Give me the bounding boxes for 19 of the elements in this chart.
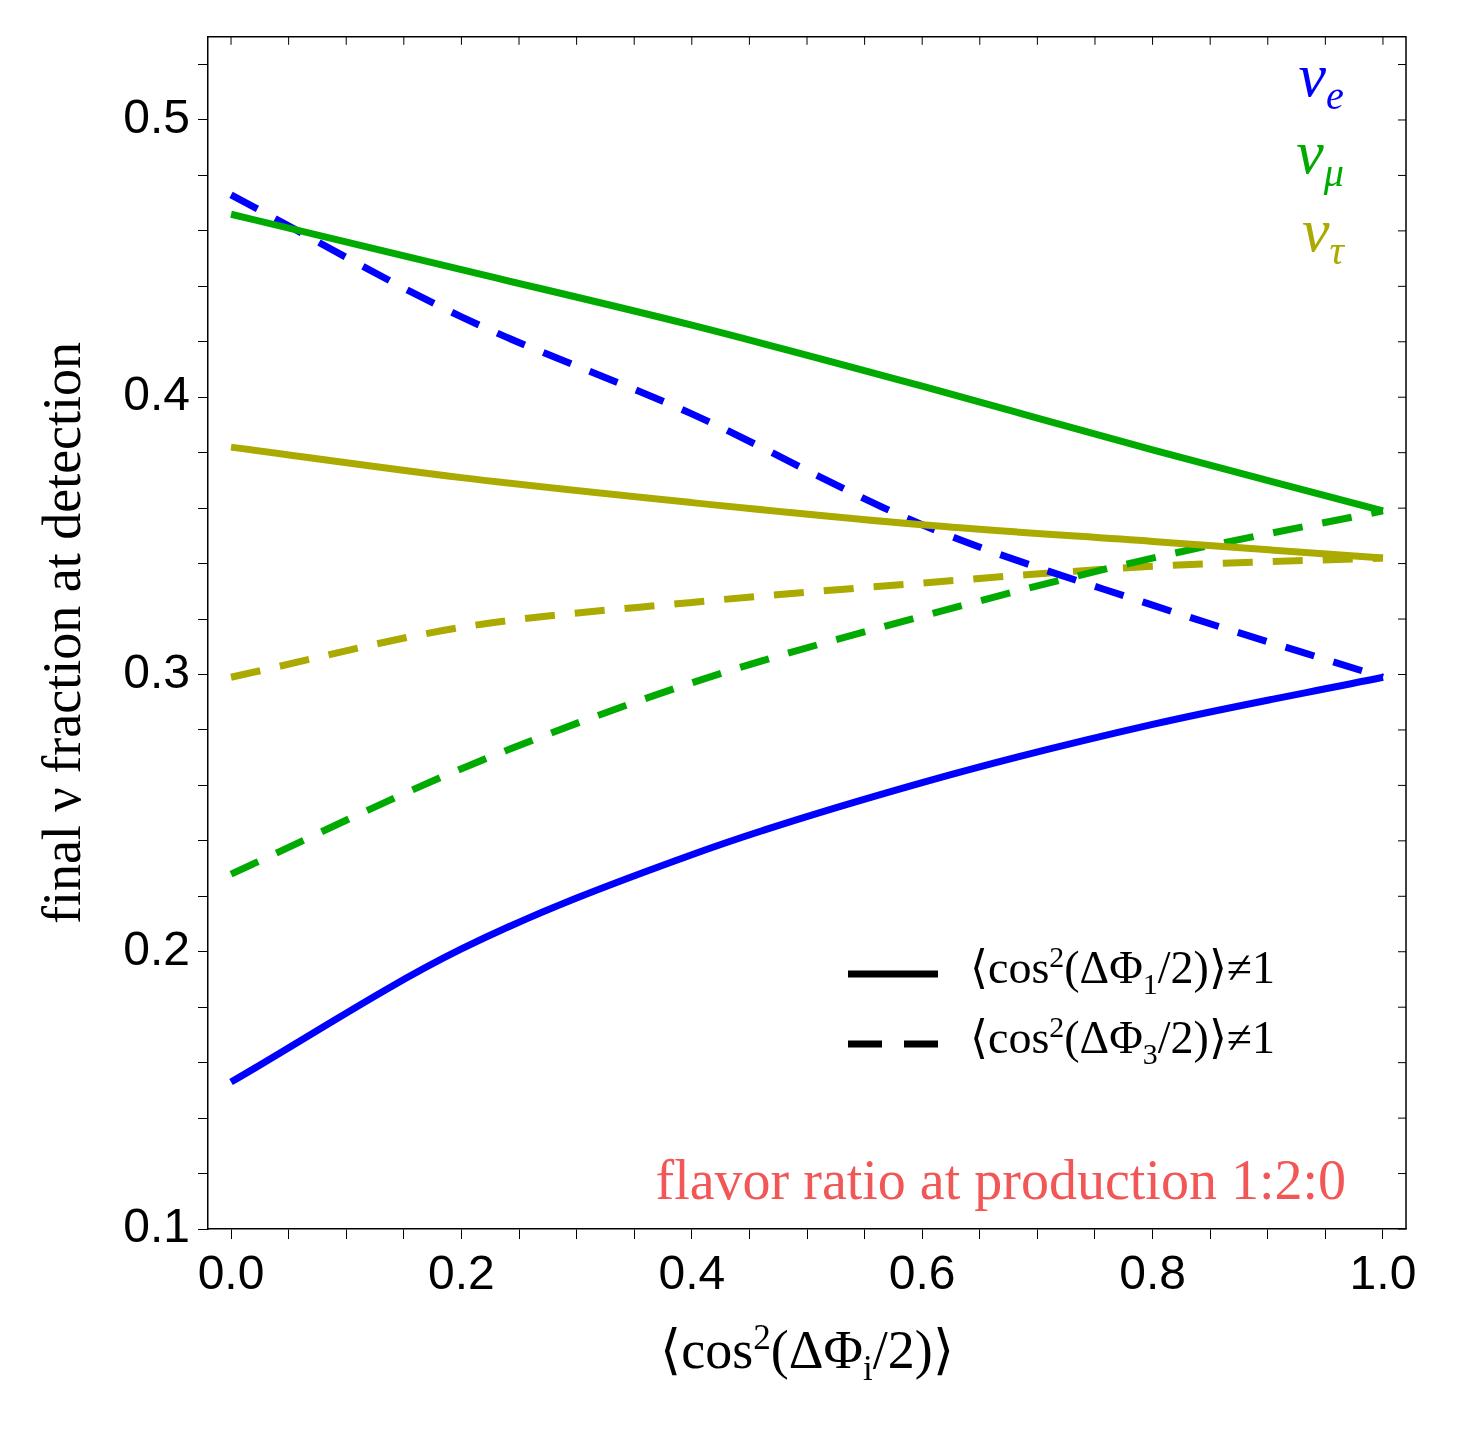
y-axis-title: final ν fraction at detection xyxy=(31,341,93,924)
x-tick-label: 0.4 xyxy=(658,1246,726,1300)
annotation: ⟨cos$^{2}$(ΔΦ$_{3}$/2)⟩≠1 xyxy=(970,1010,1276,1071)
x-tick-label: 0.0 xyxy=(197,1246,265,1300)
x-tick-label: 0.2 xyxy=(428,1246,495,1300)
annotation: flavor ratio at production 1:2:0 xyxy=(655,1148,1346,1212)
y-tick-label: 0.5 xyxy=(123,90,190,144)
annotation: ⟨cos$^{2}$(ΔΦ$_{1}$/2)⟩≠1 xyxy=(970,940,1276,1001)
text: ν$_{μ}$ xyxy=(1296,118,1344,196)
y-tick-label: 0.1 xyxy=(123,1199,190,1253)
y-tick-label: 0.3 xyxy=(123,644,190,698)
x-axis-title: ⟨cos$^{2}$(ΔΦ$_{i}$/2)⟩ xyxy=(660,1318,954,1389)
x-tick-label: 0.6 xyxy=(888,1246,956,1300)
y-tick-label: 0.4 xyxy=(123,367,190,421)
x-tick-label: 0.8 xyxy=(1119,1246,1186,1300)
text: ν$_{τ}$ xyxy=(1301,195,1344,275)
text: ν$_{e}$ xyxy=(1298,40,1344,119)
x-tick-label: 1.0 xyxy=(1349,1246,1417,1300)
y-tick-label: 0.2 xyxy=(123,921,190,975)
